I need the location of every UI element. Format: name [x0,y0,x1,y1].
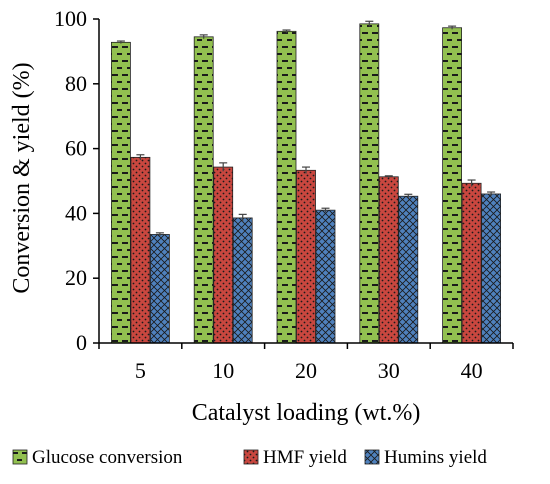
bar-hmf-yield [296,169,316,344]
y-ticks: 0 20 40 60 80 100 [54,6,99,355]
legend-label: HMF yield [263,447,347,468]
axes [98,19,513,344]
y-tick-label: 0 [76,330,87,355]
error-bars-layer [116,20,496,237]
bar-glucose-conversion [193,36,214,344]
bar-glucose-conversion [442,27,463,344]
bars-layer [111,23,502,344]
legend: Glucose conversion HMF yield Humins yield [12,447,487,468]
y-tick-label: 20 [65,265,87,290]
bar-hmf-yield [378,176,399,344]
bar-hmf-yield [213,166,234,344]
bar-glucose-conversion [276,30,297,344]
bar-humins-yield [398,195,419,344]
bar-glucose-conversion [111,41,131,344]
legend-swatch-glucose-conversion [12,449,28,465]
legend-label: Humins yield [384,447,487,468]
x-axis-title: Catalyst loading (wt.%) [192,400,421,426]
y-tick-label: 80 [65,71,87,96]
y-tick-label: 60 [65,136,87,161]
x-tick-label: 20 [295,358,317,383]
bar-humins-yield [232,217,253,344]
bar-hmf-yield [461,182,482,344]
x-tick-label: 5 [135,358,146,383]
x-tick-label: 40 [461,358,483,383]
bar-humins-yield [481,193,502,344]
bar-hmf-yield [130,156,151,344]
bar-glucose-conversion [359,23,380,344]
y-tick-label: 100 [54,6,87,31]
bar-humins-yield [149,234,170,344]
y-tick-label: 40 [65,200,87,225]
x-tick-label: 30 [378,358,400,383]
x-tick-label: 10 [212,358,234,383]
bar-humins-yield [315,209,336,344]
y-axis-title: Conversion & yield (%) [9,62,35,293]
x-ticks: 5 10 20 30 40 [98,343,514,383]
legend-swatch-hmf-yield [243,449,259,465]
legend-swatch-humins-yield [364,449,380,465]
legend-label: Glucose conversion [32,447,183,468]
